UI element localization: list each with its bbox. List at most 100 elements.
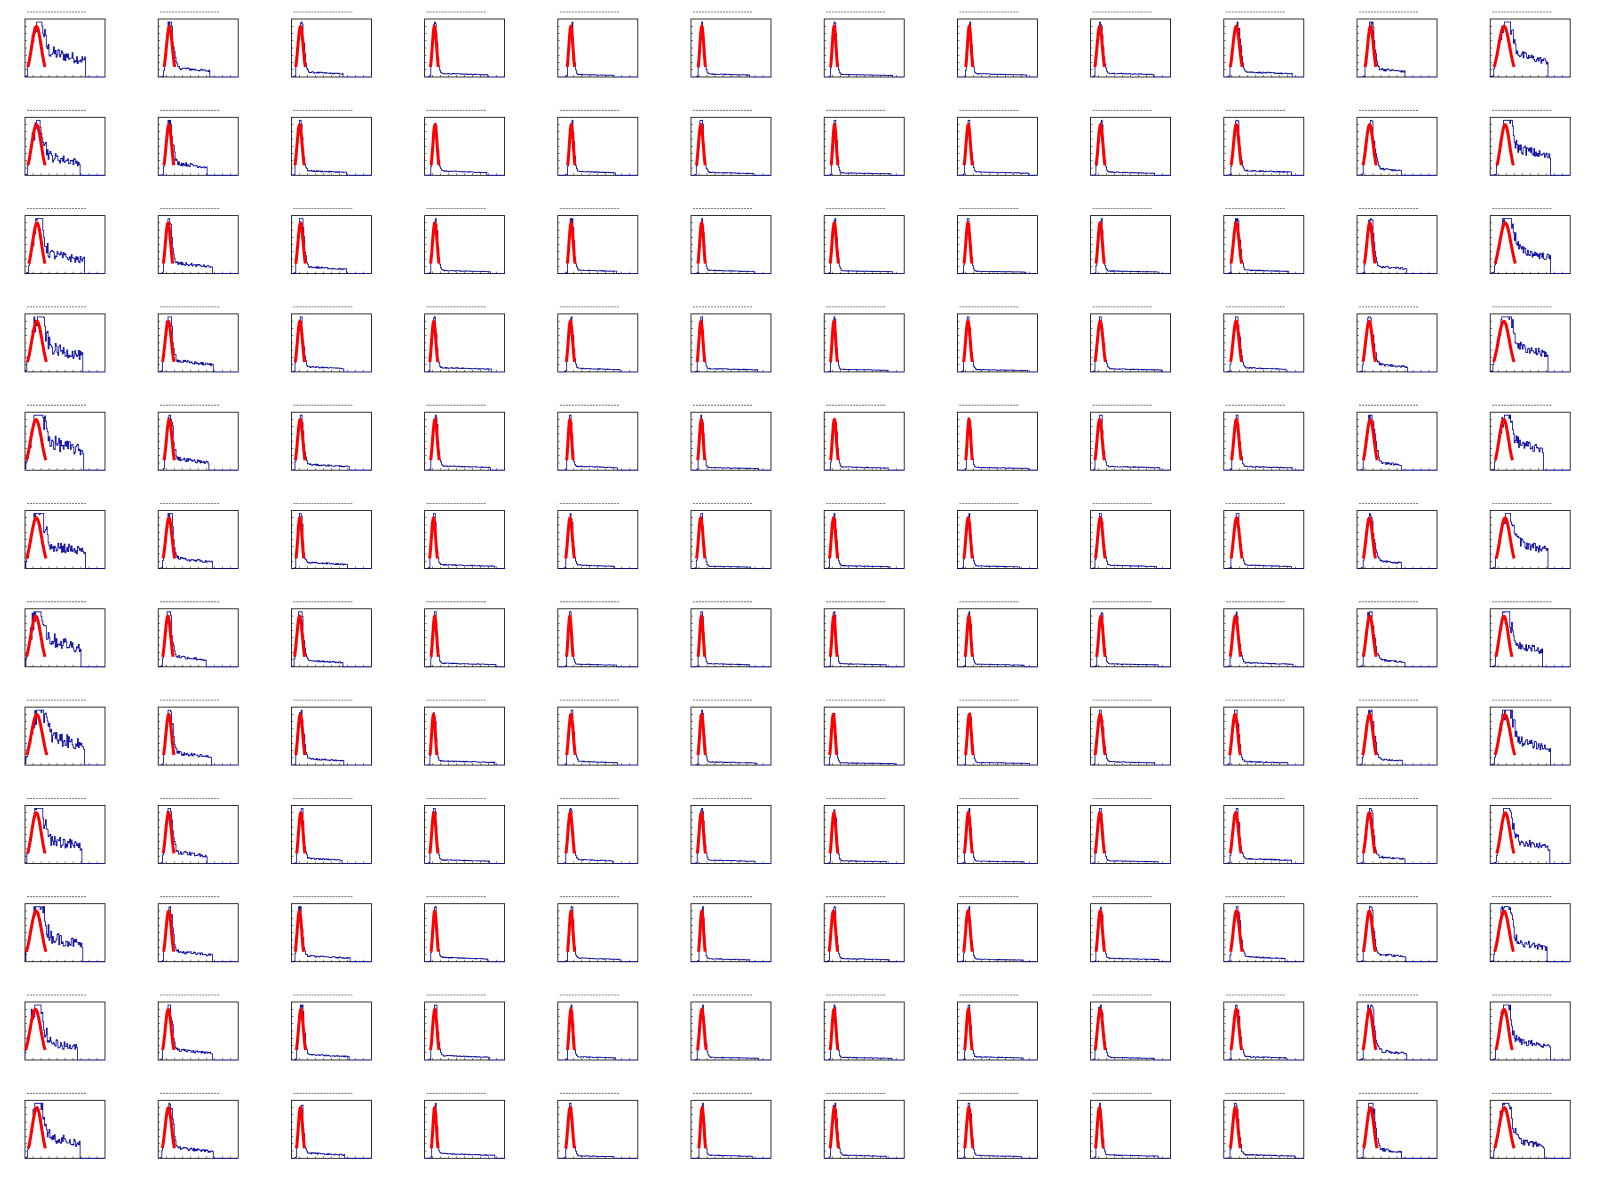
fit-curve <box>828 810 840 854</box>
histogram-panel <box>557 699 639 766</box>
fit-curve <box>1493 417 1514 461</box>
fit-curve <box>962 220 974 264</box>
fit-curve <box>829 318 839 363</box>
panel-frame <box>290 313 372 373</box>
panel-frame <box>1090 411 1171 471</box>
fit-curve <box>1361 614 1378 658</box>
fit-curve <box>1361 1007 1378 1051</box>
fit-curve <box>24 1007 47 1051</box>
fit-curve <box>963 1105 975 1149</box>
fit-curve <box>429 122 441 166</box>
histogram-panel <box>1489 503 1571 569</box>
fit-curve <box>161 221 175 264</box>
fit-curve <box>1361 417 1379 461</box>
panel-frame <box>424 805 506 864</box>
histogram-panel <box>290 699 372 766</box>
panel-frame <box>290 116 372 176</box>
fit-curve <box>1094 515 1107 559</box>
histogram-panel <box>424 11 506 78</box>
histogram-panel <box>424 404 506 471</box>
histogram-series <box>557 316 638 373</box>
fit-curve <box>428 810 440 854</box>
histogram-panel <box>424 306 506 373</box>
histogram-series <box>157 1004 239 1061</box>
fit-curve <box>1361 712 1378 756</box>
fit-curve <box>565 712 577 756</box>
histogram-panel <box>24 306 106 373</box>
histogram-panel <box>1223 699 1305 766</box>
histogram-series <box>158 906 239 963</box>
histogram-panel <box>823 798 905 864</box>
fit-curve <box>162 909 176 952</box>
histogram-panel <box>1223 798 1305 864</box>
histogram-panel <box>823 11 905 78</box>
fit-curve <box>1362 810 1377 854</box>
histogram-panel <box>1356 699 1438 766</box>
fit-curve <box>564 1105 576 1149</box>
histogram-series <box>291 218 372 274</box>
histogram-panel <box>157 109 239 176</box>
fit-curve <box>1361 319 1377 363</box>
panel-frame <box>1489 510 1571 569</box>
fit-curve <box>25 712 49 756</box>
histogram-panel <box>957 208 1038 275</box>
fit-curve <box>828 613 839 657</box>
fit-curve <box>27 221 47 264</box>
panel-frame <box>424 313 506 373</box>
fit-curve <box>1093 24 1106 68</box>
fit-curve <box>1095 614 1107 657</box>
histogram-panel <box>424 208 506 275</box>
fit-curve <box>695 319 707 363</box>
histogram-series <box>691 906 771 963</box>
histogram-series <box>1223 611 1304 668</box>
fit-curve <box>1094 908 1106 952</box>
fit-curve <box>696 220 707 264</box>
histogram-panel <box>424 601 506 668</box>
histogram-series <box>158 808 239 864</box>
fit-curve <box>293 908 306 952</box>
fit-curve <box>564 810 576 854</box>
histogram-panel <box>1223 404 1305 471</box>
histogram-series <box>1223 414 1304 471</box>
fit-curve <box>829 23 840 68</box>
fit-curve <box>428 319 440 363</box>
histogram-panel <box>424 699 506 766</box>
fit-curve <box>1228 614 1243 658</box>
panel-frame <box>290 411 372 471</box>
histogram-panel <box>1356 109 1438 176</box>
histogram-panel <box>690 11 772 78</box>
fit-curve <box>161 810 176 854</box>
fit-curve <box>1361 909 1377 952</box>
histogram-panel <box>1356 1092 1438 1159</box>
histogram-panel <box>1090 798 1171 864</box>
histogram-panel <box>823 601 905 668</box>
histogram-series <box>1489 906 1571 963</box>
fit-curve <box>828 515 840 559</box>
fit-curve <box>962 908 974 952</box>
histogram-panel <box>290 994 372 1061</box>
histogram-panel <box>424 1092 506 1159</box>
histogram-panel <box>690 306 772 373</box>
histogram-panel <box>1223 109 1305 176</box>
fit-curve <box>695 122 707 166</box>
panel-frame <box>290 608 372 668</box>
histogram-panel <box>557 896 639 963</box>
fit-curve <box>828 1007 840 1051</box>
histogram-panel <box>1090 699 1171 766</box>
fit-curve <box>962 319 974 363</box>
fit-curve <box>293 417 307 461</box>
histogram-series <box>1357 611 1437 668</box>
histogram-panel <box>1489 896 1571 963</box>
histogram-panel <box>690 896 772 963</box>
histogram-panel <box>24 994 106 1061</box>
fit-curve <box>162 24 177 68</box>
histogram-series <box>1357 218 1437 274</box>
histogram-series <box>1357 316 1437 373</box>
fit-curve <box>963 613 974 657</box>
histogram-panel <box>24 404 106 471</box>
histogram-panel <box>1356 306 1438 373</box>
histogram-series <box>24 513 105 569</box>
histogram-panel <box>1090 11 1171 78</box>
fit-curve <box>696 613 707 657</box>
histogram-panel <box>1223 896 1305 963</box>
